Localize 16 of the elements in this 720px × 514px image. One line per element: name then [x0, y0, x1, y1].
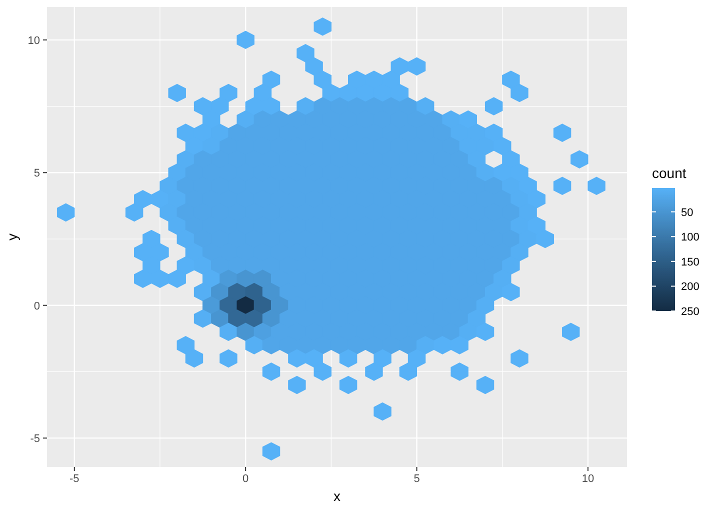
- color-bar-label: 200: [681, 281, 700, 294]
- y-axis-title: y: [4, 234, 20, 240]
- x-axis-title: x: [334, 488, 340, 504]
- x-tick-label: -5: [70, 473, 80, 485]
- color-bar-label: 150: [681, 256, 700, 268]
- x-tick-label: 5: [414, 473, 420, 485]
- color-bar-title: count: [652, 165, 686, 181]
- y-tick-label: 5: [34, 168, 40, 180]
- color-bar-label: 100: [681, 232, 700, 244]
- y-tick-label: 10: [28, 34, 40, 47]
- x-tick-label: 10: [582, 473, 594, 485]
- color-bar-label: 250: [681, 306, 700, 318]
- y-tick-label: 0: [34, 300, 40, 312]
- color-bar-label: 50: [681, 206, 694, 219]
- y-tick-label: -5: [30, 433, 40, 446]
- x-tick-label: 0: [242, 473, 249, 485]
